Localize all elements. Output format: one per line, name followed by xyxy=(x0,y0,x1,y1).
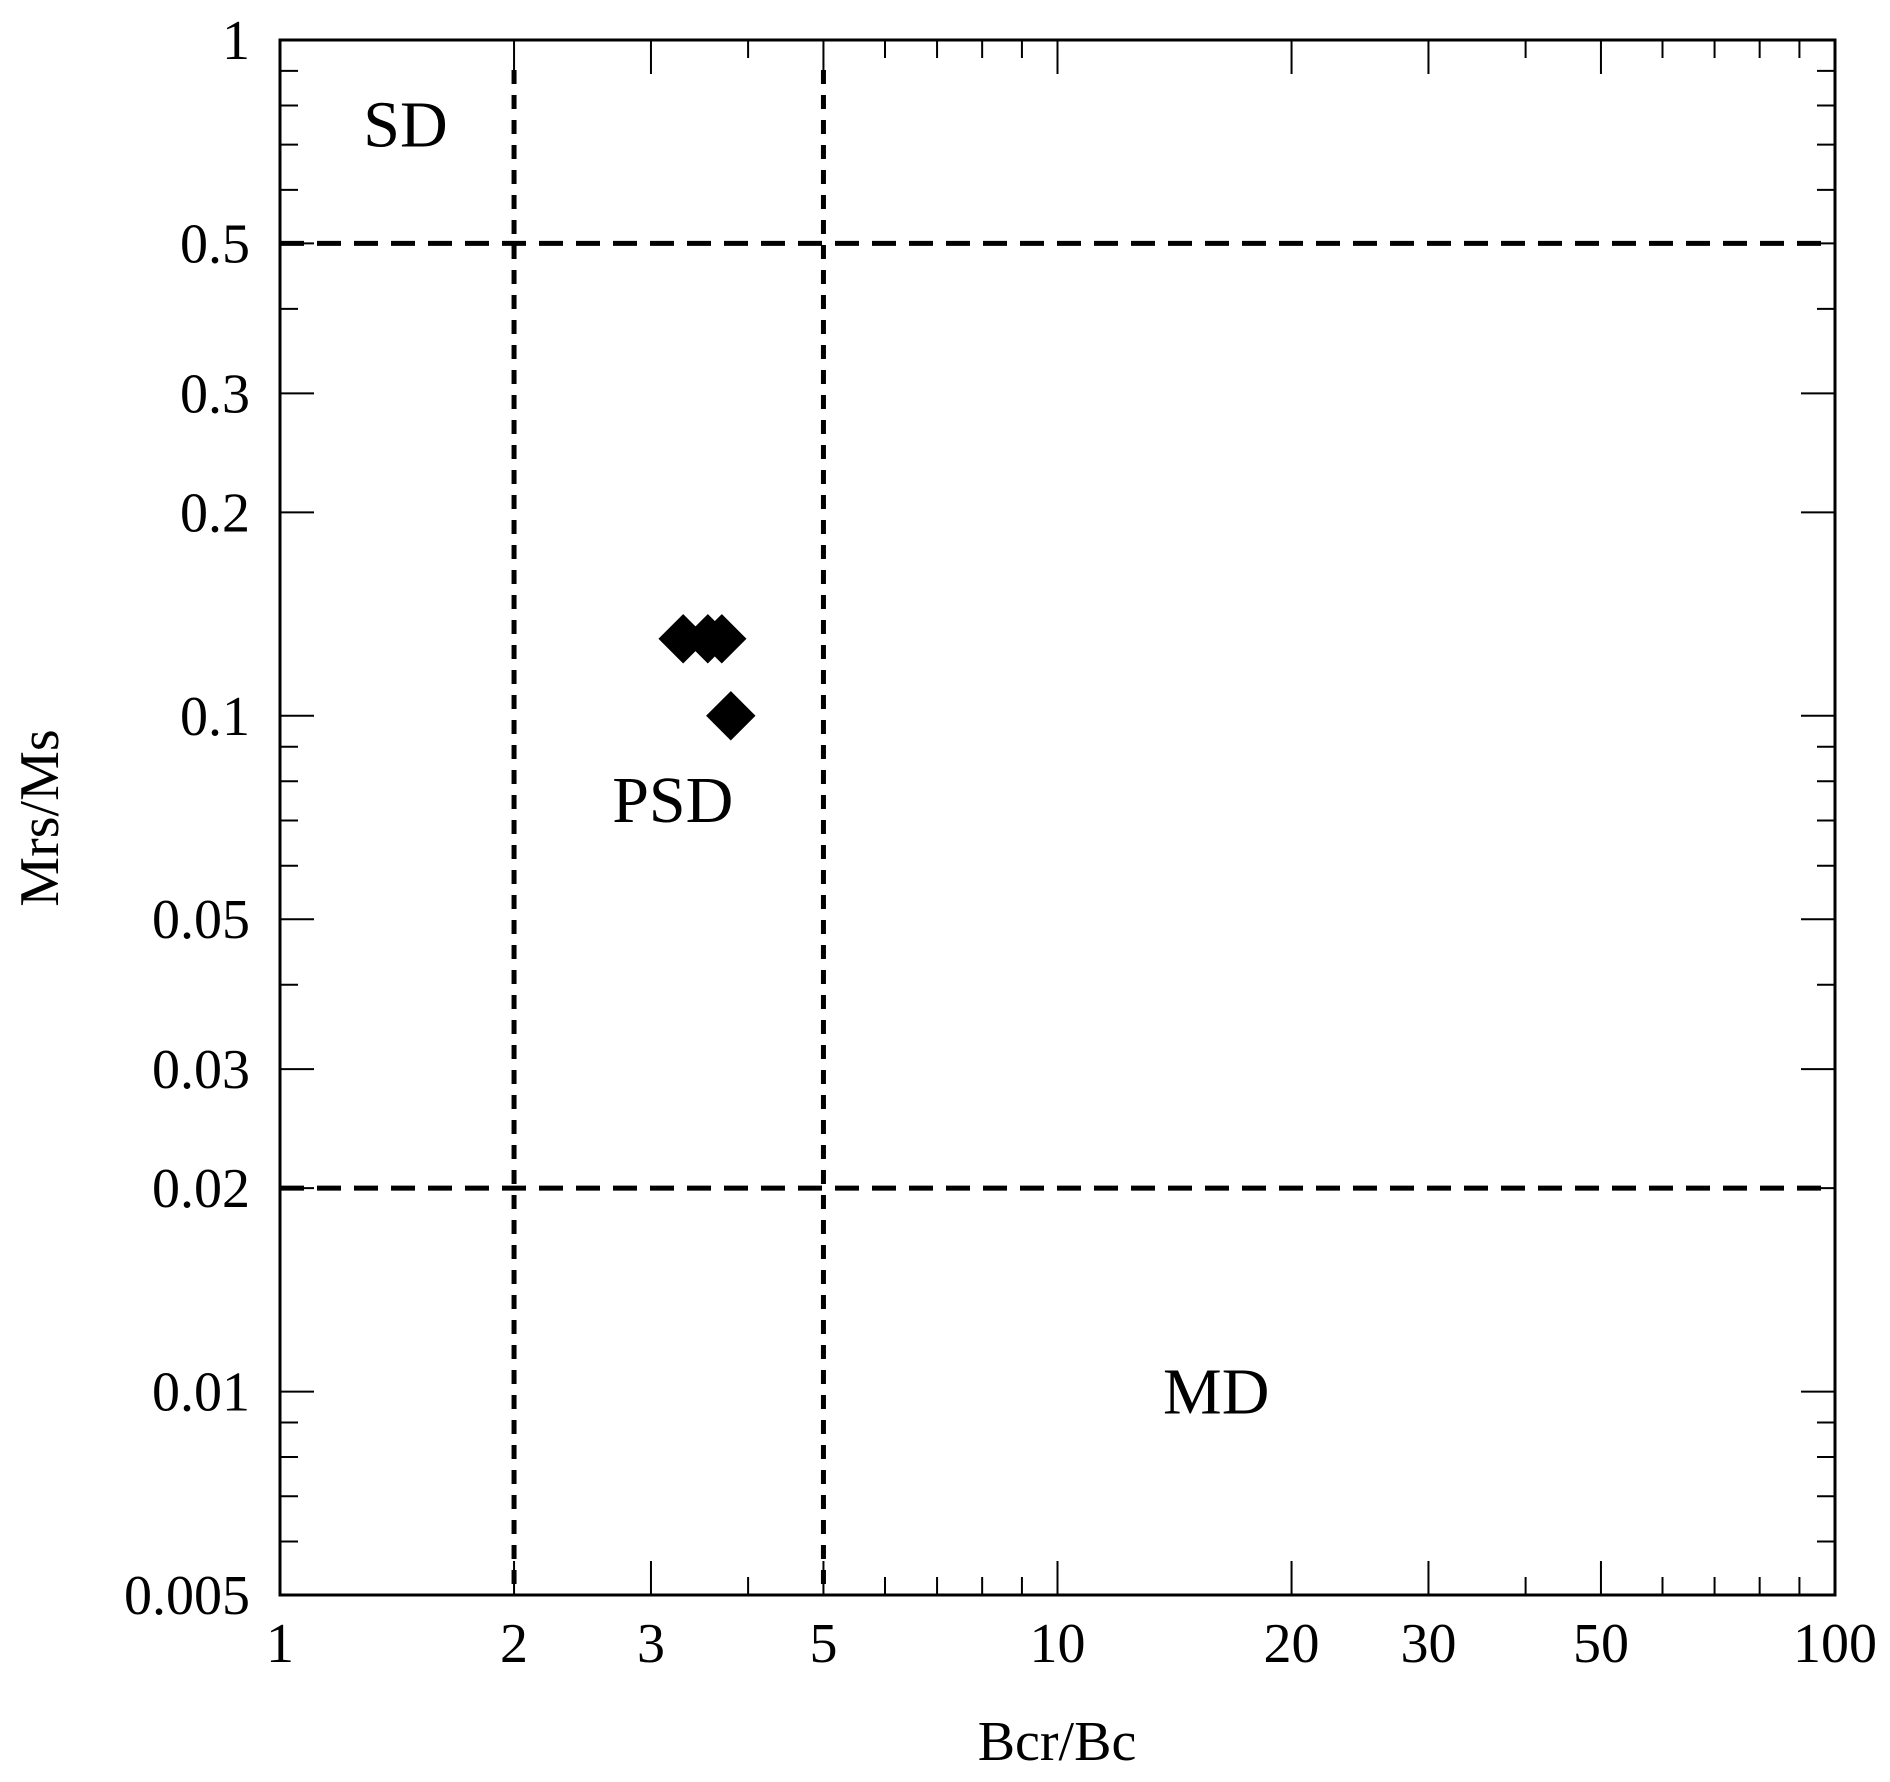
x-tick-label: 100 xyxy=(1793,1613,1877,1675)
region-labels: SD PSD MD xyxy=(363,88,1269,1428)
y-tick-label: 1 xyxy=(222,10,250,72)
y-axis-title: Mrs/Ms xyxy=(9,729,71,906)
y-tick-label: 0.005 xyxy=(124,1565,250,1627)
x-axis-ticks: 1 2 3 5 10 20 30 50 100 xyxy=(266,40,1877,1675)
y-tick-label: 0.5 xyxy=(180,213,250,275)
data-points xyxy=(658,614,756,741)
region-label-md: MD xyxy=(1163,1356,1269,1429)
data-point xyxy=(697,614,747,664)
y-tick-label: 0.01 xyxy=(152,1362,250,1424)
x-tick-label: 20 xyxy=(1264,1613,1320,1675)
region-label-sd: SD xyxy=(363,88,447,161)
reference-lines xyxy=(280,70,1823,1595)
region-label-psd: PSD xyxy=(612,764,733,837)
x-axis-title: Bcr/Bc xyxy=(978,1711,1137,1773)
y-axis-ticks: 1 0.5 0.3 0.2 0.1 0.05 0.03 0.02 0.01 0.005 xyxy=(124,10,1835,1627)
y-tick-label: 0.03 xyxy=(152,1039,250,1101)
x-tick-label: 3 xyxy=(637,1613,665,1675)
x-tick-label: 1 xyxy=(266,1613,294,1675)
x-tick-label: 50 xyxy=(1573,1613,1629,1675)
minor-ticks xyxy=(280,40,1835,1595)
y-tick-label: 0.2 xyxy=(180,482,250,544)
y-tick-label: 0.05 xyxy=(152,889,250,951)
y-tick-label: 0.02 xyxy=(152,1158,250,1220)
data-point xyxy=(706,691,756,741)
x-tick-label: 5 xyxy=(809,1613,837,1675)
x-tick-label: 2 xyxy=(500,1613,528,1675)
x-tick-label: 10 xyxy=(1030,1613,1086,1675)
x-tick-label: 30 xyxy=(1400,1613,1456,1675)
y-tick-label: 0.1 xyxy=(180,686,250,748)
y-tick-label: 0.3 xyxy=(180,363,250,425)
